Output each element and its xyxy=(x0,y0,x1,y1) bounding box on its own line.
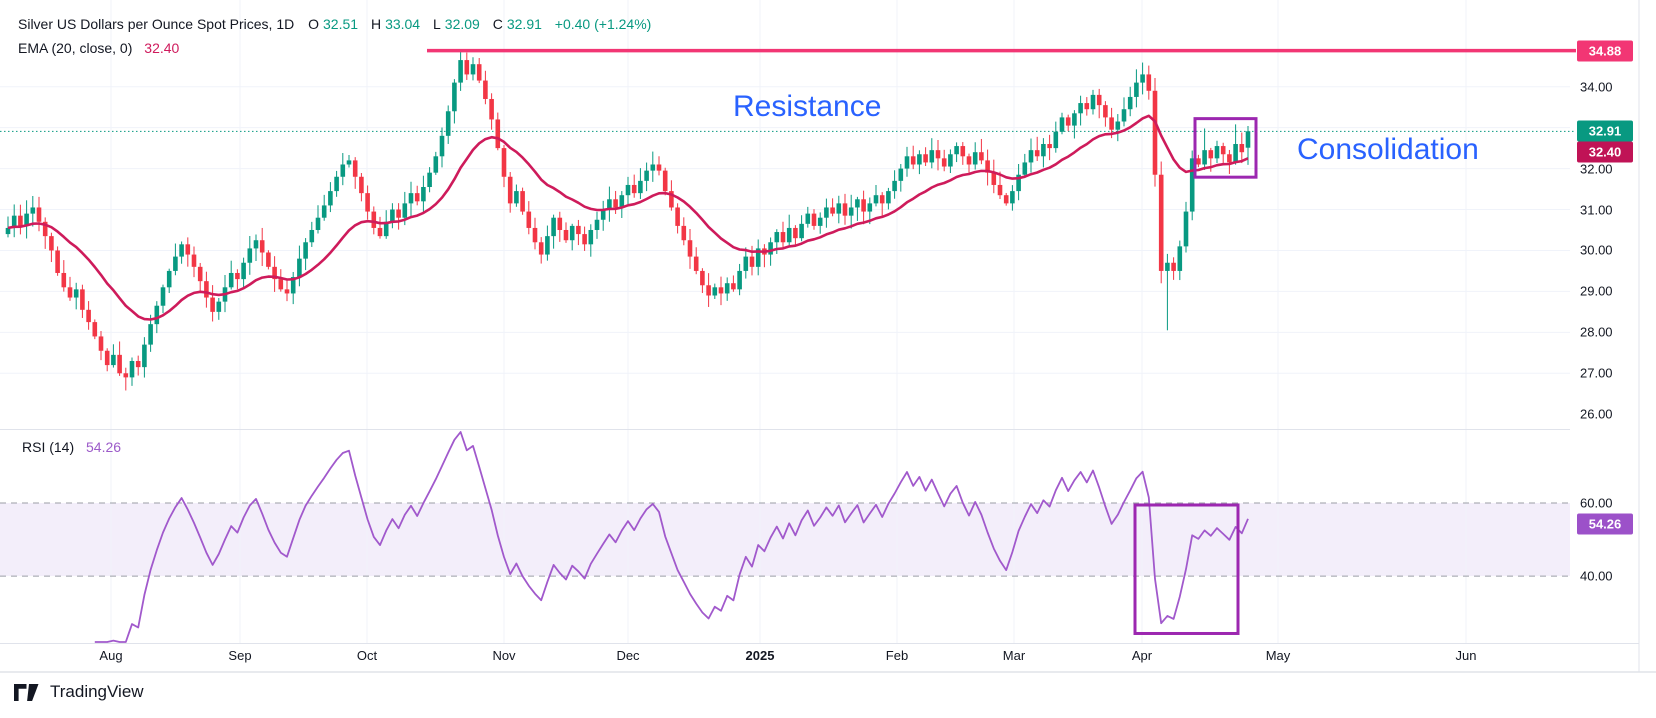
rsi-value-badge: 54.26 xyxy=(1577,513,1633,535)
time-axis-label: Jun xyxy=(1455,648,1477,663)
consolidation-annotation[interactable]: Consolidation xyxy=(1297,133,1479,166)
price-tick-label: 32.00 xyxy=(1580,161,1613,177)
resistance-price-badge: 34.88 xyxy=(1577,40,1633,62)
ema-label: EMA (20, close, 0) xyxy=(18,40,133,56)
price-tick-label: 27.00 xyxy=(1580,365,1613,381)
ema-value-text: 32.40 xyxy=(144,40,180,56)
tradingview-logo-icon[interactable] xyxy=(14,683,42,701)
high-label: H xyxy=(370,16,382,32)
time-axis-label: Feb xyxy=(885,648,909,663)
symbol-title[interactable]: Silver US Dollars per Ounce Spot Prices,… xyxy=(18,16,295,32)
rsi-tick-label: 40.00 xyxy=(1580,568,1613,584)
footer: TradingView xyxy=(14,682,144,702)
low-label: L xyxy=(433,16,441,32)
price-tick-label: 31.00 xyxy=(1580,202,1613,218)
price-tick-label: 26.00 xyxy=(1580,406,1613,422)
low-value: 32.09 xyxy=(444,16,480,32)
rsi-legend-row[interactable]: RSI (14) 54.26 xyxy=(22,439,125,455)
time-axis-label: Mar xyxy=(1002,648,1026,663)
close-value: 32.91 xyxy=(506,16,542,32)
high-value: 33.04 xyxy=(385,16,421,32)
symbol-legend-row[interactable]: Silver US Dollars per Ounce Spot Prices,… xyxy=(18,16,655,32)
time-axis-label: Oct xyxy=(356,648,378,663)
rsi-tick-label: 60.00 xyxy=(1580,495,1613,511)
rsi-annotation-box xyxy=(1133,503,1240,635)
ema-price-badge: 32.40 xyxy=(1577,141,1633,163)
time-axis-label: Nov xyxy=(492,648,516,663)
tradingview-brand-text[interactable]: TradingView xyxy=(50,682,144,701)
rsi-value-text: 54.26 xyxy=(86,439,122,455)
open-label: O xyxy=(308,16,319,32)
time-axis-label: Apr xyxy=(1131,648,1153,663)
price-tick-label: 29.00 xyxy=(1580,283,1613,299)
price-tick-label: 30.00 xyxy=(1580,242,1613,258)
last-price-badge: 32.91 xyxy=(1577,120,1633,142)
time-axis-label: 2025 xyxy=(745,648,775,663)
time-axis-label: Aug xyxy=(99,648,123,663)
price-tick-label: 28.00 xyxy=(1580,324,1613,340)
resistance-annotation[interactable]: Resistance xyxy=(733,90,882,123)
rsi-label: RSI (14) xyxy=(22,439,75,455)
open-value: 32.51 xyxy=(323,16,359,32)
change-value: +0.40 (+1.24%) xyxy=(554,16,652,32)
close-label: C xyxy=(492,16,503,32)
ema-legend-row[interactable]: EMA (20, close, 0) 32.40 xyxy=(18,40,183,56)
price-tick-label: 34.00 xyxy=(1580,79,1613,95)
time-axis-label: Dec xyxy=(616,648,640,663)
time-axis-label: May xyxy=(1265,648,1291,663)
time-axis-label: Sep xyxy=(228,648,252,663)
